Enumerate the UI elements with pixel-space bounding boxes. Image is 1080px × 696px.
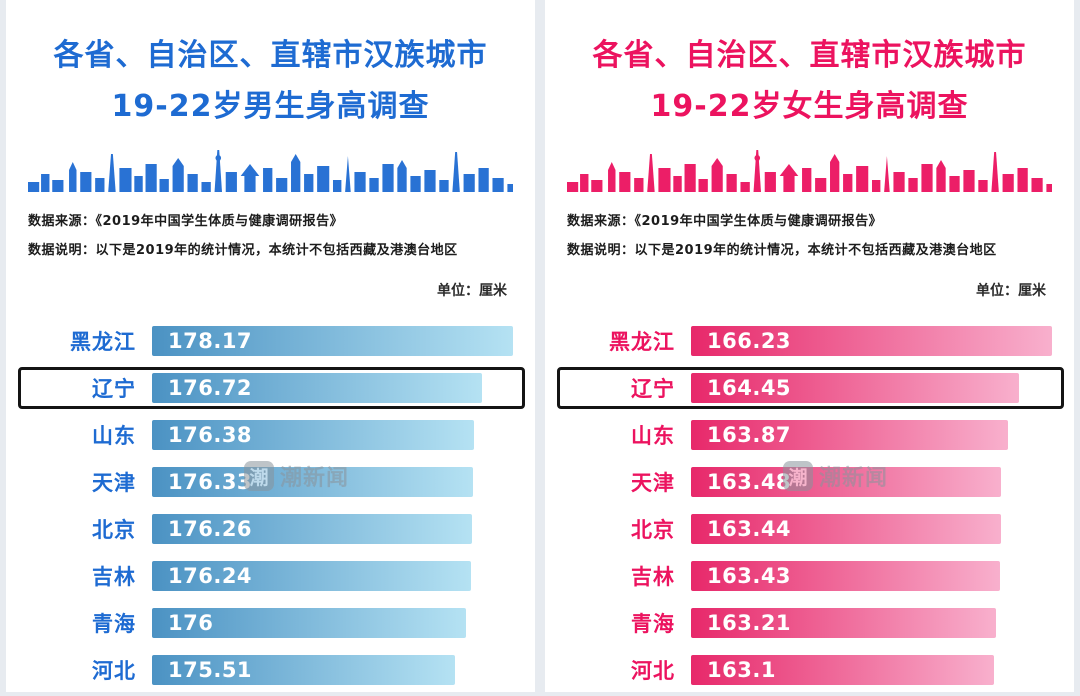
- province-label: 辽宁: [631, 377, 675, 401]
- bar-row: 北京 176.26: [28, 514, 513, 544]
- value-bar: 163.43: [691, 561, 1001, 591]
- bar-value-label: 163.44: [707, 517, 792, 541]
- bar-row: 辽宁 176.72: [18, 367, 525, 409]
- value-bar: 164.45: [691, 373, 1020, 403]
- bar-value-label: 163.48: [707, 470, 792, 494]
- value-bar: 163.48: [691, 467, 1002, 497]
- value-bar: 176.24: [152, 561, 472, 591]
- bar-value-label: 164.45: [707, 376, 792, 400]
- value-bar: 163.44: [691, 514, 1001, 544]
- bar-track: 163.44: [691, 514, 1052, 544]
- chart-title-line1: 各省、自治区、直辖市汉族城市: [592, 38, 1027, 73]
- city-skyline-graphic: [28, 146, 513, 192]
- bar-row: 北京 163.44: [567, 514, 1052, 544]
- bar-track: 163.43: [691, 561, 1052, 591]
- value-bar: 178.17: [152, 326, 513, 356]
- bar-rows: 黑龙江 178.17 辽宁 176.72 山东 176.38 天津 176.33 北京 176.2…: [18, 326, 525, 685]
- bar-row: 山东 163.87: [567, 420, 1052, 450]
- value-bar: 176.26: [152, 514, 472, 544]
- bar-track: 163.48: [691, 467, 1052, 497]
- province-label: 北京: [631, 518, 675, 542]
- chart-title-line1: 各省、自治区、直辖市汉族城市: [53, 38, 488, 73]
- bar-track: 176.72: [152, 373, 513, 403]
- province-label: 黑龙江: [609, 330, 675, 354]
- bar-value-label: 176: [168, 611, 214, 635]
- province-label: 山东: [631, 424, 675, 448]
- chart-title: 各省、自治区、直辖市汉族城市 19-22岁男生身高调查: [28, 30, 513, 132]
- bar-track: 176.24: [152, 561, 513, 591]
- bar-row: 天津 163.48: [567, 467, 1052, 497]
- bar-value-label: 163.1: [707, 658, 776, 682]
- bar-track: 175.51: [152, 655, 513, 685]
- bar-value-label: 175.51: [168, 658, 253, 682]
- province-label: 河北: [92, 659, 136, 683]
- data-source-text: 数据来源：《2019年中国学生体质与健康调研报告》: [567, 214, 883, 229]
- value-bar: 163.1: [691, 655, 995, 685]
- bar-row: 吉林 176.24: [28, 561, 513, 591]
- unit-label: 单位：厘米: [976, 283, 1046, 299]
- value-bar: 176.33: [152, 467, 474, 497]
- province-label: 天津: [631, 471, 675, 495]
- province-label: 北京: [92, 518, 136, 542]
- bar-track: 176: [152, 608, 513, 638]
- bar-track: 163.21: [691, 608, 1052, 638]
- province-label: 辽宁: [92, 377, 136, 401]
- data-note-text: 数据说明：以下是2019年的统计情况，本统计不包括西藏及港澳台地区: [28, 243, 458, 258]
- bar-row: 天津 176.33: [28, 467, 513, 497]
- value-bar: 166.23: [691, 326, 1052, 356]
- province-label: 吉林: [92, 565, 136, 589]
- bar-value-label: 163.87: [707, 423, 792, 447]
- bar-track: 163.87: [691, 420, 1052, 450]
- bar-row: 河北 175.51: [28, 655, 513, 685]
- chart-title-line2: 19-22岁男生身高调查: [111, 89, 430, 124]
- bar-track: 166.23: [691, 326, 1052, 356]
- bar-row: 黑龙江 178.17: [28, 326, 513, 356]
- bar-row: 山东 176.38: [28, 420, 513, 450]
- province-label: 天津: [92, 471, 136, 495]
- bar-rows: 黑龙江 166.23 辽宁 164.45 山东 163.87 天津 163.48 北京 163.4…: [557, 326, 1064, 685]
- bar-row: 黑龙江 166.23: [567, 326, 1052, 356]
- province-label: 河北: [631, 659, 675, 683]
- value-bar: 176.38: [152, 420, 475, 450]
- bar-value-label: 176.24: [168, 564, 253, 588]
- unit-label: 单位：厘米: [437, 283, 507, 299]
- bar-track: 176.33: [152, 467, 513, 497]
- bar-row: 青海 176: [28, 608, 513, 638]
- bar-row: 青海 163.21: [567, 608, 1052, 638]
- bar-value-label: 178.17: [168, 329, 253, 353]
- province-label: 山东: [92, 424, 136, 448]
- data-note-text: 数据说明：以下是2019年的统计情况，本统计不包括西藏及港澳台地区: [567, 243, 997, 258]
- bar-value-label: 166.23: [707, 329, 792, 353]
- chart-title-line2: 19-22岁女生身高调查: [650, 89, 969, 124]
- value-bar: 163.87: [691, 420, 1009, 450]
- value-bar: 163.21: [691, 608, 997, 638]
- bar-value-label: 176.72: [168, 376, 253, 400]
- bar-row: 河北 163.1: [567, 655, 1052, 685]
- province-label: 青海: [92, 612, 136, 636]
- bar-track: 164.45: [691, 373, 1052, 403]
- province-label: 吉林: [631, 565, 675, 589]
- bar-value-label: 176.33: [168, 470, 253, 494]
- bar-track: 178.17: [152, 326, 513, 356]
- city-skyline-graphic: [567, 146, 1052, 192]
- bar-row: 辽宁 164.45: [557, 367, 1064, 409]
- bar-value-label: 163.21: [707, 611, 792, 635]
- value-bar: 176.72: [152, 373, 482, 403]
- bar-track: 163.1: [691, 655, 1052, 685]
- chart-panel: 各省、自治区、直辖市汉族城市 19-22岁男生身高调查: [6, 0, 535, 692]
- province-label: 青海: [631, 612, 675, 636]
- bar-track: 176.26: [152, 514, 513, 544]
- value-bar: 175.51: [152, 655, 456, 685]
- bar-row: 吉林 163.43: [567, 561, 1052, 591]
- bar-value-label: 176.38: [168, 423, 253, 447]
- bar-value-label: 163.43: [707, 564, 792, 588]
- bar-track: 176.38: [152, 420, 513, 450]
- data-source-text: 数据来源：《2019年中国学生体质与健康调研报告》: [28, 214, 344, 229]
- chart-panel: 各省、自治区、直辖市汉族城市 19-22岁女生身高调查: [545, 0, 1074, 692]
- province-label: 黑龙江: [70, 330, 136, 354]
- value-bar: 176: [152, 608, 466, 638]
- bar-value-label: 176.26: [168, 517, 253, 541]
- chart-title: 各省、自治区、直辖市汉族城市 19-22岁女生身高调查: [567, 30, 1052, 132]
